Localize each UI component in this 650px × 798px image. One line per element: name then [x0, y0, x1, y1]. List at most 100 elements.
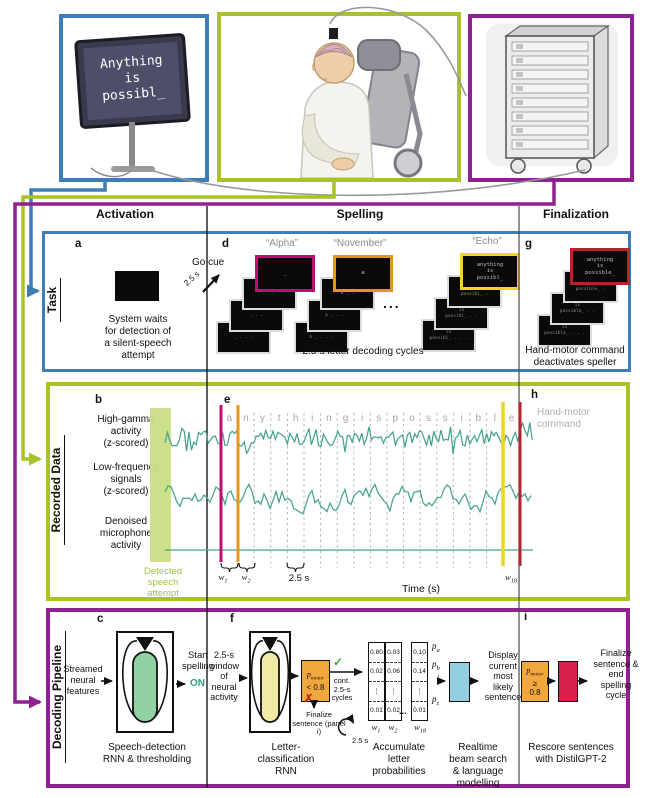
- probability-vector-w18: 0.10 0.14 ⋮ 0.01: [411, 642, 428, 721]
- f-gate-condition: < 0.8: [306, 683, 325, 693]
- beam-search-block: [449, 662, 470, 702]
- accumulate-caption: Accumulate letter probabilities: [372, 742, 426, 777]
- task-screen-echo-cue: anything is possibl_: [460, 253, 520, 290]
- headrest: [357, 39, 401, 71]
- p-b-label: pb: [432, 659, 440, 672]
- rack-side: [593, 24, 609, 160]
- patient-illustration-box: [217, 12, 461, 182]
- column-header-spelling: Spelling: [336, 207, 384, 221]
- screen-illustration-box: Anything is possibl_: [59, 14, 209, 182]
- implant-connector: [329, 28, 338, 39]
- p-a-label: pa: [432, 641, 440, 654]
- trace-label-low-frequency: Low-frequency signals (z-scored): [93, 462, 159, 497]
- rack-slots: [511, 41, 589, 150]
- i-gate-condition: ≥ 0.8: [529, 679, 541, 698]
- finalize-output-label: Finalize sentence & end spelling cycle: [593, 648, 639, 700]
- columns-ellipsis: ...: [399, 706, 407, 716]
- task-screen-alpha-cue: _: [255, 255, 315, 292]
- col-w18-label: w18: [414, 722, 426, 735]
- window-2-label: w2: [238, 572, 254, 585]
- monitor-illustration: Anything is possibl_: [74, 33, 191, 178]
- beam-caption: Realtime beam search & language modellin…: [449, 742, 507, 789]
- check-icon: ✓: [333, 655, 344, 669]
- time-scale-label: 2.5 s: [288, 573, 310, 584]
- w1-sub: 1: [224, 578, 228, 585]
- window-1-label: w1: [215, 572, 231, 585]
- w2-sub: 2: [247, 578, 251, 585]
- w18-sub: 18: [510, 578, 517, 585]
- face-profile: [312, 61, 328, 80]
- monitor-base: [111, 166, 155, 172]
- col-w1-label: w1: [371, 722, 381, 735]
- panel-letter-c: c: [97, 613, 104, 625]
- prob-value: 0.80: [369, 643, 384, 663]
- hand-motor-command-label: Hand-motor command: [537, 407, 590, 430]
- monitor-stand: [129, 122, 135, 168]
- panel-letter-a: a: [75, 238, 82, 250]
- computer-rack-box: [468, 14, 634, 182]
- panel-g-caption: Hand-motor command deactivates speller: [525, 345, 625, 368]
- trace-label-microphone: Denoised microphone activity: [99, 516, 153, 551]
- panel-letter-h: h: [531, 389, 539, 401]
- task-screen-november-cue: a: [333, 255, 393, 292]
- trace-label-high-gamma: High-gamma activity (z-scored): [97, 414, 155, 449]
- i-gate-sub: motor: [530, 671, 544, 678]
- prob-vdots: ⋮: [412, 682, 427, 702]
- loop-interval-label: 2.5 s: [352, 736, 369, 745]
- column-header-finalization: Finalization: [543, 207, 609, 221]
- monitor-text-line2: is: [124, 70, 141, 86]
- panel-f-caption: Letter- classification RNN: [257, 742, 315, 777]
- column-header-activation: Activation: [95, 207, 154, 221]
- task-screen-final-sentence: anything is possible_: [570, 248, 630, 285]
- window-18-label: w18: [498, 572, 524, 585]
- go-cue-label: Go cue: [192, 257, 225, 268]
- prob-value: 0.14: [412, 663, 427, 682]
- panel-c-caption: Speech-detection RNN & thresholding: [102, 742, 192, 765]
- panel-letter-g: g: [525, 238, 533, 250]
- prob-value: 0.01: [413, 707, 426, 715]
- monitor-cable: [90, 167, 133, 178]
- p-vdots: ⋮: [434, 674, 443, 684]
- monitor-text-line1: Anything: [99, 53, 163, 72]
- window-input-label: 2.5-s window of neural activity: [208, 650, 239, 702]
- prob-value: 0.02: [387, 707, 400, 715]
- stack-ellipsis: ...: [383, 295, 401, 311]
- panel-d-caption: 2.5-s letter decoding cycles: [302, 346, 424, 357]
- on-indicator: ON: [190, 678, 205, 689]
- panel-letter-i: i: [524, 611, 528, 623]
- prob-value: 0.01: [370, 707, 383, 715]
- col-w2-label: w2: [388, 722, 398, 735]
- panel-a-caption: System waits for detection of a silent-s…: [104, 314, 172, 361]
- display-sentence-label: Display current most likely sentence: [484, 650, 522, 702]
- time-axis-label: Time (s): [401, 583, 441, 595]
- panel-letter-f: f: [230, 613, 234, 625]
- prob-vdots: ⋮: [386, 682, 401, 702]
- arm: [301, 113, 360, 165]
- rack-caster: [510, 158, 526, 174]
- rescore-block: [558, 661, 578, 702]
- rack-caster: [576, 158, 592, 174]
- prob-value: 0.02: [369, 663, 384, 682]
- streamed-features-label: Streamed neural features: [63, 664, 103, 696]
- patient-illustration: [300, 28, 423, 178]
- prob-value: 0.03: [386, 643, 401, 663]
- monitor-text-line3: possibl_: [102, 85, 166, 104]
- prob-value: 0.10: [412, 643, 427, 663]
- prob-value: 0.06: [386, 663, 401, 682]
- recorded-data-row-label: Recorded Data: [49, 435, 65, 545]
- blank-screen: [115, 271, 159, 301]
- panel-letter-d: d: [222, 238, 230, 250]
- probability-vector-w1: 0.80 0.02 ⋮ 0.01: [368, 642, 385, 721]
- prob-vdots: ⋮: [369, 682, 384, 702]
- rack-top: [504, 25, 610, 37]
- detected-speech-label: Detected speech attempt: [143, 566, 183, 599]
- task-row-label: Task: [45, 278, 61, 322]
- cue-word-echo: “Echo”: [472, 236, 502, 247]
- cross-icon: ✗: [304, 693, 314, 705]
- cue-word-november: “November”: [333, 238, 387, 249]
- panel-i-caption: Rescore sentences with DistilGPT-2: [528, 742, 614, 765]
- rack-illustration: [486, 24, 618, 174]
- hand: [331, 157, 355, 171]
- p-z-label: pz: [432, 694, 440, 707]
